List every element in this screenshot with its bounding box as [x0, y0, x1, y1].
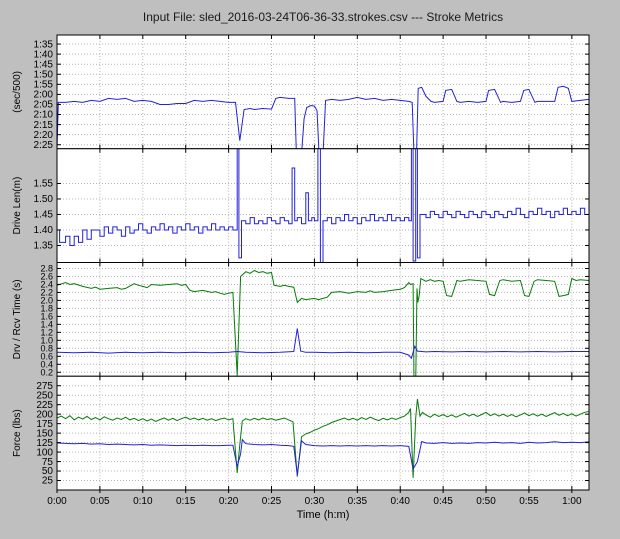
y-tick-labels: 0.20.40.60.81.01.21.41.61.82.02.22.42.62… [40, 264, 53, 378]
svg-text:2.6: 2.6 [40, 272, 53, 282]
svg-text:75: 75 [42, 457, 54, 468]
svg-text:0:25: 0:25 [262, 496, 282, 507]
svg-text:225: 225 [36, 400, 53, 411]
svg-text:125: 125 [36, 438, 53, 449]
drive-time-line [57, 328, 589, 360]
chart-title: Input File: sled_2016-03-24T06-36-33.str… [142, 10, 504, 24]
svg-text:1.2: 1.2 [40, 328, 53, 338]
svg-text:200: 200 [36, 409, 53, 420]
drive-length-line [57, 148, 589, 263]
svg-text:2:05: 2:05 [34, 100, 54, 111]
svg-text:0:35: 0:35 [348, 496, 368, 507]
x-axis-label: Time (h:m) [297, 509, 350, 521]
subplot-drv-rcv-time: 0.20.40.60.81.01.21.41.61.82.02.22.42.62… [12, 262, 590, 378]
svg-text:2:00: 2:00 [34, 90, 54, 101]
subplot-pace: 1:351:401:451:501:552:002:052:102:152:20… [12, 34, 590, 151]
y-axis-label-drive-length: Drive Len(m) [12, 177, 23, 235]
series-group [57, 85, 589, 149]
peak-force-line [57, 398, 589, 478]
series-group [57, 148, 589, 263]
svg-text:0:55: 0:55 [519, 496, 539, 507]
svg-text:0:50: 0:50 [476, 496, 496, 507]
x-tick-labels: 0:00 0:05 0:10 0:15 0:20 0:25 0:30 0:35 0:40 0:45… [47, 490, 582, 507]
axes-border [56, 375, 590, 491]
svg-text:1.35: 1.35 [34, 241, 54, 252]
svg-text:2.0: 2.0 [40, 296, 53, 306]
svg-text:2.2: 2.2 [40, 288, 53, 298]
y-axis-label-pace: (sec/500) [12, 71, 23, 113]
svg-text:2:25: 2:25 [34, 140, 54, 151]
svg-text:0:45: 0:45 [433, 496, 453, 507]
recovery-time-line [57, 269, 589, 377]
svg-text:0.8: 0.8 [40, 344, 53, 354]
svg-text:1:55: 1:55 [34, 80, 54, 91]
plot-background [57, 376, 589, 490]
svg-text:250: 250 [36, 390, 53, 401]
svg-text:1:35: 1:35 [34, 39, 54, 50]
svg-text:1:40: 1:40 [34, 49, 54, 60]
svg-text:25: 25 [42, 476, 54, 487]
series-group [57, 269, 589, 377]
svg-text:1:45: 1:45 [34, 59, 54, 70]
svg-text:0:10: 0:10 [133, 496, 153, 507]
pace-line [57, 85, 589, 149]
svg-text:1.50: 1.50 [34, 194, 54, 205]
svg-text:2:20: 2:20 [34, 130, 54, 141]
svg-text:0:20: 0:20 [219, 496, 239, 507]
svg-text:0.2: 0.2 [40, 367, 53, 377]
y-axis-label-force: Force (lbs) [12, 409, 23, 457]
svg-text:1.0: 1.0 [40, 336, 53, 346]
svg-text:1.45: 1.45 [34, 210, 54, 221]
svg-text:1.8: 1.8 [40, 304, 53, 314]
svg-text:2.8: 2.8 [40, 264, 53, 274]
avg-force-line [57, 438, 589, 475]
svg-text:1.55: 1.55 [34, 179, 54, 190]
series-group [57, 398, 589, 478]
svg-text:50: 50 [42, 466, 54, 477]
tick-marks [56, 262, 589, 377]
svg-text:1:00: 1:00 [562, 496, 582, 507]
svg-text:0.4: 0.4 [40, 359, 53, 369]
svg-text:2:15: 2:15 [34, 120, 54, 131]
svg-text:1.40: 1.40 [34, 225, 54, 236]
grid-lines [56, 148, 589, 263]
plot-background [57, 262, 589, 377]
y-tick-labels: 1.35 1.40 1.45 1.50 1.55 [34, 179, 54, 252]
svg-text:2:10: 2:10 [34, 110, 54, 121]
y-axis-label-drv-rcv-time: Drv / Rcv Time (s) [12, 279, 23, 359]
svg-text:0:05: 0:05 [90, 496, 110, 507]
subplot-drive-length: 1.35 1.40 1.45 1.50 1.55 Drive Len(m) [12, 148, 590, 263]
svg-text:1.6: 1.6 [40, 312, 53, 322]
svg-text:0:15: 0:15 [176, 496, 196, 507]
tick-marks [56, 35, 589, 149]
svg-text:0:40: 0:40 [390, 496, 410, 507]
svg-text:0.6: 0.6 [40, 351, 53, 361]
svg-text:0:00: 0:00 [47, 496, 67, 507]
svg-text:275: 275 [36, 381, 53, 392]
svg-text:2.4: 2.4 [40, 280, 53, 290]
plot-background [57, 35, 589, 149]
svg-text:175: 175 [36, 419, 53, 430]
y-tick-labels: 1:351:401:451:501:552:002:052:102:152:20… [34, 39, 54, 151]
svg-text:1.4: 1.4 [40, 320, 53, 330]
svg-text:0:30: 0:30 [305, 496, 325, 507]
svg-text:100: 100 [36, 447, 53, 458]
svg-text:1:50: 1:50 [34, 69, 54, 80]
svg-text:150: 150 [36, 428, 53, 439]
